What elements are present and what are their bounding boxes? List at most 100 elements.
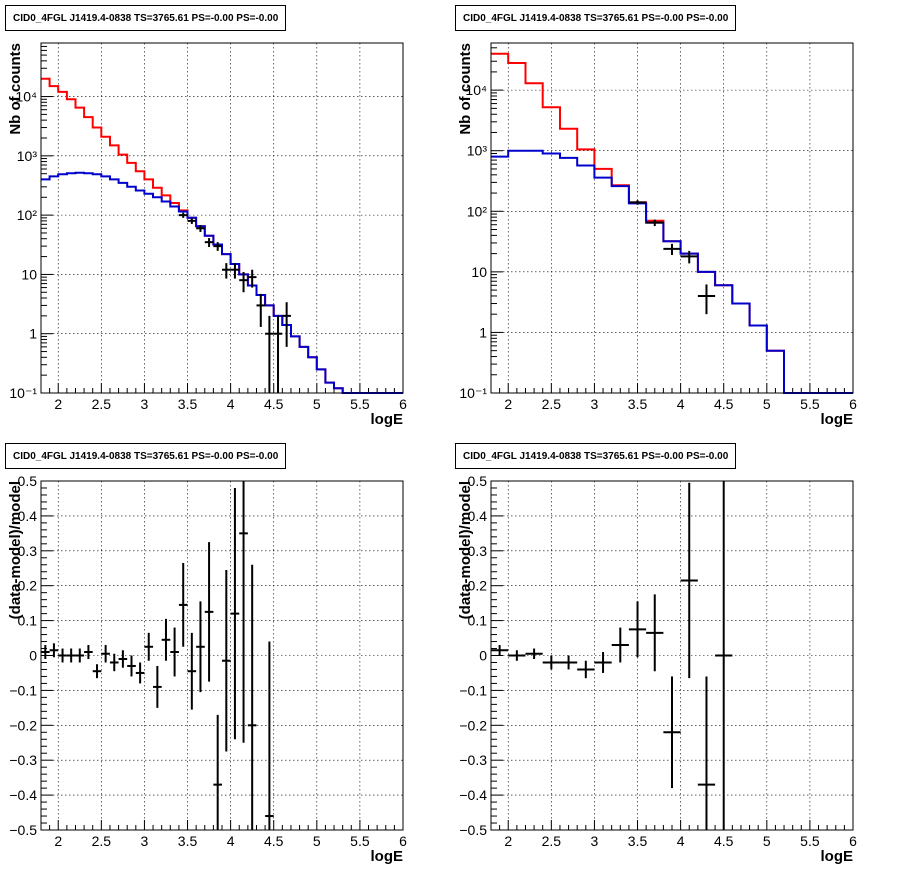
x-tick-label: 2: [504, 396, 512, 412]
data-point: [715, 481, 733, 830]
plot-frame: [490, 480, 854, 831]
data-point: [697, 284, 716, 315]
x-tick-label: 4: [227, 396, 235, 412]
data-point: [213, 242, 222, 251]
y-axis-label: (data-model)/model: [7, 481, 24, 619]
chart-title-bottom-left: CID0_4FGL J1419.4-0838 TS=3765.61 PS=-0.…: [5, 443, 287, 469]
x-tick-label: 2.5: [542, 396, 562, 412]
x-tick-label: 2.5: [542, 833, 562, 849]
y-tick-label: 10⁴: [465, 82, 487, 98]
data-point: [491, 645, 509, 656]
chart-1: 2 2.5 3 3.5 4 4.5 5 5.5 6 10⁻¹ 1 10 10² 10³ 10⁴ logE Nb …: [457, 42, 857, 428]
y-tick-label: 0.1: [468, 613, 488, 629]
x-tick-label: 3: [591, 396, 599, 412]
chart-title-top-right: CID0_4FGL J1419.4-0838 TS=3765.61 PS=-0.…: [455, 5, 737, 31]
y-tick-label: −0.4: [459, 787, 487, 803]
data-point: [525, 648, 543, 659]
data-point: [118, 650, 128, 668]
x-tick-label: 6: [849, 396, 857, 412]
y-tick-label: 0.5: [468, 473, 488, 489]
x-tick-label: 6: [849, 833, 857, 849]
data-point: [594, 652, 612, 673]
data-point: [239, 481, 248, 743]
data-point: [680, 482, 698, 679]
data-point: [178, 563, 188, 647]
histogram-series-0: [41, 77, 403, 394]
y-axis-label: Nb of counts: [7, 43, 24, 135]
x-axis-label: logE: [821, 848, 854, 865]
y-tick-label: −0.2: [9, 717, 37, 733]
x-tick-label: 4: [227, 833, 235, 849]
data-points: [178, 212, 291, 393]
data-point: [663, 243, 681, 255]
data-point: [84, 645, 93, 659]
x-tick-label: 5: [313, 833, 321, 849]
data-point: [127, 655, 136, 677]
data-point: [41, 645, 50, 659]
x-tick-label: 4: [677, 396, 685, 412]
plot-frame: [40, 480, 404, 831]
y-tick-label: 0: [479, 648, 487, 664]
x-tick-label: 3: [141, 396, 149, 412]
data-point: [109, 653, 119, 672]
data-point: [161, 618, 171, 661]
x-tick-label: 6: [399, 833, 407, 849]
x-tick-label: 5: [763, 833, 771, 849]
chart-title-bottom-right: CID0_4FGL J1419.4-0838 TS=3765.61 PS=-0.…: [455, 443, 737, 469]
chart-0: 2 2.5 3 3.5 4 4.5 5 5.5 6 10⁻¹ 1 10 10² 10³ 10⁴ logE Nb …: [7, 42, 407, 428]
x-tick-label: 6: [399, 396, 407, 412]
x-tick-label: 5.5: [350, 396, 370, 412]
x-tick-label: 5: [313, 396, 321, 412]
data-point: [680, 250, 698, 264]
y-tick-label: −0.5: [9, 822, 37, 838]
y-tick-label: 0.2: [18, 578, 38, 594]
data-point: [204, 542, 214, 682]
data-point: [611, 627, 629, 663]
data-point: [92, 664, 102, 679]
y-tick-label: 10³: [17, 148, 38, 164]
grid: [491, 43, 853, 393]
x-tick-label: 3: [591, 833, 599, 849]
chart-title-top-left: CID0_4FGL J1419.4-0838 TS=3765.61 PS=-0.…: [5, 5, 287, 31]
data-point: [577, 660, 595, 679]
chart-3: 2 2.5 3 3.5 4 4.5 5 5.5 6 −0.5 −0.4 −0.3 −0.2 −0.1 0 0.…: [457, 473, 857, 865]
data-point: [265, 641, 274, 830]
y-tick-label: 0.5: [18, 473, 38, 489]
data-point: [542, 655, 560, 670]
data-point: [239, 271, 248, 293]
data-point: [135, 662, 145, 684]
x-tick-label: 3.5: [628, 833, 648, 849]
x-tick-label: 5.5: [800, 833, 820, 849]
y-tick-label: −0.3: [9, 752, 37, 768]
x-axis-label: logE: [371, 848, 404, 865]
data-point: [204, 238, 214, 248]
data-point: [153, 665, 162, 708]
data-point: [508, 650, 526, 661]
y-tick-label: −0.5: [459, 822, 487, 838]
data-point: [58, 648, 67, 663]
grid: [41, 43, 403, 393]
data-point: [256, 293, 266, 327]
data-point: [559, 655, 578, 670]
data-point: [101, 645, 110, 663]
ticks: [490, 480, 854, 831]
data-point: [230, 487, 240, 740]
data-point: [247, 269, 257, 288]
y-tick-label: 0.4: [468, 508, 488, 524]
y-tick-label: 0.3: [18, 543, 38, 559]
ticks: [490, 42, 854, 394]
data-point: [247, 564, 257, 830]
data-point: [222, 263, 231, 279]
x-tick-label: 3.5: [178, 833, 198, 849]
x-axis-label: logE: [371, 411, 404, 428]
x-tick-label: 2.5: [92, 396, 112, 412]
plot-frame: [40, 42, 404, 394]
x-tick-label: 4: [677, 833, 685, 849]
data-points: [41, 481, 274, 830]
x-axis-label: logE: [821, 411, 854, 428]
x-tick-label: 2: [54, 833, 62, 849]
data-point: [178, 212, 188, 218]
x-tick-label: 4.5: [714, 833, 734, 849]
grid: [41, 481, 403, 830]
